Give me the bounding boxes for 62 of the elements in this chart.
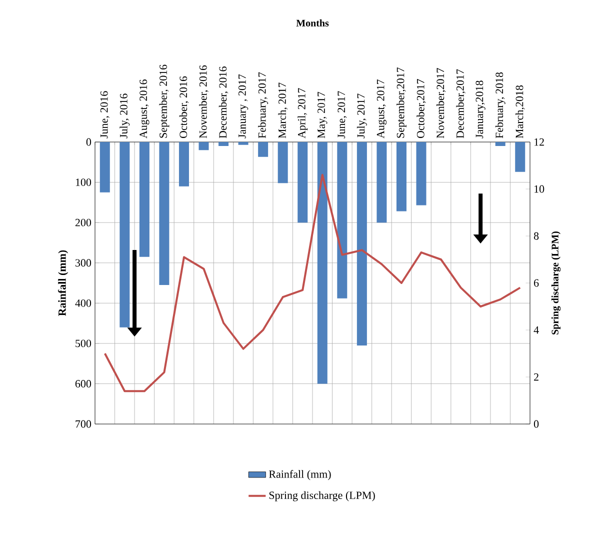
y-tick-label: 600 <box>75 380 92 388</box>
x-tick-label: December, 2016 <box>218 66 228 138</box>
y-tick-label: 0 <box>86 138 92 146</box>
bar <box>337 142 348 298</box>
legend-label: Rainfall (mm) <box>268 470 331 480</box>
x-tick-label: June, 2016 <box>100 91 110 138</box>
bar <box>515 142 526 172</box>
x-tick-label: October, 2016 <box>179 76 189 138</box>
y-tick-label: 700 <box>76 420 92 428</box>
x-tick-label: July, 2017 <box>356 94 367 138</box>
bar <box>100 142 110 192</box>
x-tick-label: December,2017 <box>456 69 466 138</box>
x-tick-label: October,2017 <box>416 79 426 138</box>
x-tick-label: February, 2017 <box>258 72 268 138</box>
bar <box>356 142 367 346</box>
bar <box>238 142 248 145</box>
bar <box>218 142 229 146</box>
x-tick-label: January,2018 <box>476 80 486 138</box>
x-tick-label: September, 2016 <box>159 64 170 138</box>
y-tick-label: 100 <box>76 178 92 186</box>
bar <box>416 142 426 206</box>
x-tick-label: September,2017 <box>396 67 406 138</box>
x-tick-label: August, 2016 <box>140 80 150 138</box>
legend-label: Spring discharge (LPM) <box>269 491 375 502</box>
line-series <box>104 174 522 392</box>
y2-tick-label: 10 <box>534 185 544 193</box>
x-tick-label: April, 2017 <box>298 88 308 138</box>
bar <box>139 142 150 257</box>
y-tick-label: 300 <box>76 259 92 267</box>
y2-tick-label: 12 <box>534 138 544 146</box>
bar <box>495 142 506 146</box>
y2-axis-title: Spring discharge (LPM) <box>551 232 561 334</box>
y2-tick-label: 6 <box>534 279 539 287</box>
y-axis-title: Rainfall (mm) <box>58 250 68 316</box>
bar <box>198 142 209 150</box>
x-tick-label: August, 2017 <box>376 80 387 138</box>
bar <box>298 142 308 223</box>
x-tick-label: March, 2017 <box>278 82 288 138</box>
bar <box>120 142 130 328</box>
bar <box>258 142 268 157</box>
y2-tick-label: 8 <box>534 232 539 240</box>
x-axis-title: Months <box>296 19 329 26</box>
bar <box>317 142 328 384</box>
x-tick-label: March,2018 <box>515 85 525 138</box>
bar <box>396 142 406 212</box>
y-tick-label: 400 <box>75 299 92 307</box>
x-tick-label: May, 2017 <box>318 92 328 138</box>
x-tick-label: June, 2017 <box>338 91 347 138</box>
x-tick-label: November,2017 <box>436 68 446 138</box>
bar <box>376 142 387 223</box>
y-tick-label: 200 <box>75 218 92 226</box>
x-tick-label: July, 2016 <box>120 94 130 138</box>
x-tick-label: February, 2018 <box>495 72 506 138</box>
bar <box>159 142 170 286</box>
x-tick-label: November, 2016 <box>199 65 208 138</box>
y2-tick-label: 4 <box>534 326 539 334</box>
x-tick-label: January , 2017 <box>238 74 248 138</box>
y2-tick-label: 2 <box>534 373 538 381</box>
bar <box>278 142 288 184</box>
y2-tick-label: 0 <box>534 420 539 428</box>
y-tick-label: 500 <box>76 340 92 348</box>
bar <box>178 142 189 186</box>
